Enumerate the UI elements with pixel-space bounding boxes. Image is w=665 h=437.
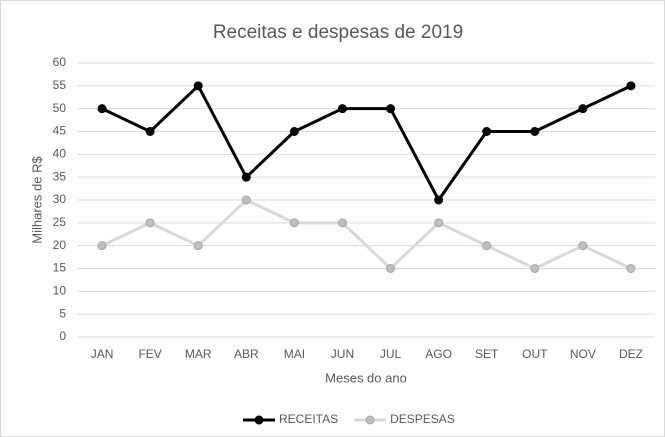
x-tick-label: AGO	[425, 347, 452, 361]
x-tick-label: MAR	[185, 347, 212, 361]
y-axis-label: Milhares de R$	[29, 156, 44, 244]
data-point	[337, 218, 347, 228]
y-tick-label: 60	[53, 55, 67, 69]
legend-label: DESPESAS	[390, 412, 455, 426]
y-tick-label: 0	[59, 329, 66, 343]
x-axis-label: Meses do ano	[325, 370, 407, 385]
data-point	[626, 81, 636, 91]
data-point	[578, 241, 588, 251]
data-point	[193, 81, 203, 91]
data-point	[530, 264, 540, 273]
data-point	[97, 241, 107, 251]
y-tick-label: 25	[53, 215, 67, 229]
x-tick-label: JUL	[380, 347, 402, 361]
data-point	[434, 195, 444, 205]
x-tick-label: ABR	[234, 347, 259, 361]
data-point	[289, 127, 299, 136]
y-tick-label: 30	[53, 192, 67, 206]
x-tick-label: JAN	[91, 347, 114, 361]
x-tick-label: MAI	[284, 347, 305, 361]
data-point	[241, 195, 251, 205]
data-point	[97, 104, 107, 114]
data-point	[434, 218, 444, 228]
data-point	[626, 264, 636, 273]
legend-marker	[365, 415, 375, 425]
data-point	[386, 264, 396, 273]
y-tick-label: 15	[53, 261, 67, 275]
data-point	[337, 104, 347, 114]
data-point	[482, 241, 492, 251]
x-tick-label: SET	[475, 347, 499, 361]
data-point	[241, 172, 251, 182]
y-tick-label: 40	[53, 147, 67, 161]
y-tick-label: 10	[53, 284, 67, 298]
x-tick-label: NOV	[570, 347, 596, 361]
data-point	[386, 104, 396, 114]
chart-title: Receitas e despesas de 2019	[213, 22, 463, 43]
y-tick-label: 5	[59, 306, 66, 320]
x-tick-label: OUT	[522, 347, 548, 361]
x-tick-label: JUN	[331, 347, 354, 361]
data-point	[578, 104, 588, 114]
y-tick-label: 50	[53, 101, 67, 115]
y-tick-label: 55	[53, 78, 67, 92]
data-point	[193, 241, 203, 251]
data-point	[482, 127, 492, 136]
x-tick-label: DEZ	[619, 347, 643, 361]
legend-label: RECEITAS	[279, 412, 338, 426]
data-point	[289, 218, 299, 228]
x-tick-label: FEV	[138, 347, 161, 361]
series-line	[101, 84, 632, 202]
legend-marker	[254, 415, 264, 425]
data-point	[145, 218, 155, 228]
data-point	[145, 127, 155, 136]
y-tick-label: 45	[53, 124, 67, 138]
series-line	[101, 198, 632, 270]
y-tick-label: 20	[53, 238, 67, 252]
data-point	[530, 127, 540, 136]
y-tick-label: 35	[53, 169, 67, 183]
